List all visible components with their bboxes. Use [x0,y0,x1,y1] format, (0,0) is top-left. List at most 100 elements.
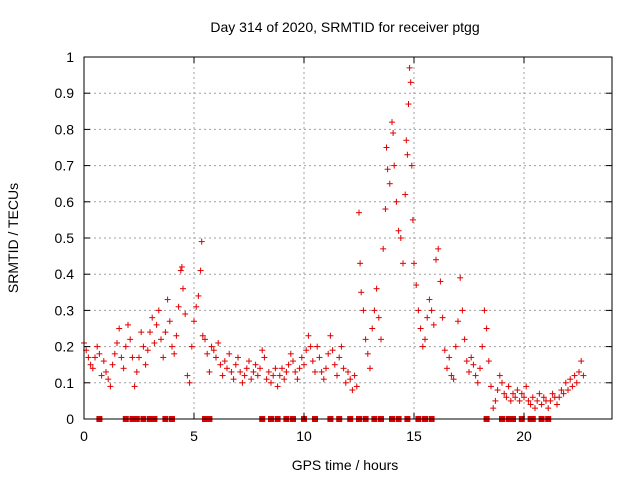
data-point [318,368,325,375]
data-point [116,325,123,332]
data-point [109,361,116,368]
data-point [340,365,347,372]
data-point [105,376,112,383]
data-point [444,365,450,372]
data-point [576,368,582,375]
data-point [314,343,321,350]
x-tick-label: 20 [516,428,532,444]
data-point [386,180,393,187]
data-point [472,372,479,379]
data-point [428,307,435,314]
data-point [206,368,213,375]
data-point [261,354,268,361]
data-point [364,350,371,357]
data-point [481,307,488,314]
data-point [290,358,296,365]
data-point [516,397,523,404]
data-point [538,401,545,408]
data-point [193,303,200,310]
data-point [228,368,235,375]
x-axis-label: GPS time / hours [292,457,399,473]
data-point [490,405,497,412]
data-point [133,368,140,375]
data-point [92,354,98,361]
y-tick-label: 0.2 [55,339,75,355]
data-point [230,376,237,383]
data-point [252,361,259,368]
data-point [407,79,414,86]
data-point [87,361,94,368]
data-point [301,361,307,368]
data-point [430,321,437,328]
chart-title: Day 314 of 2020, SRMTID for receiver ptg… [210,19,479,35]
data-point [345,368,351,375]
data-point [382,206,389,213]
data-point [383,144,390,151]
data-point [406,64,413,71]
data-point [114,339,120,346]
data-point [268,379,274,386]
data-point [501,390,508,397]
data-point [329,347,336,354]
data-point [316,354,323,361]
data-point [362,336,369,343]
data-point [153,321,160,328]
data-point [160,354,167,361]
data-point [419,343,426,350]
data-point [204,350,211,357]
data-point [334,372,340,379]
data-point [276,372,283,379]
data-point [221,358,228,365]
data-point [246,358,252,365]
data-point [409,216,416,223]
data-point [215,339,222,346]
data-point [197,267,204,274]
data-point [571,372,578,379]
data-point [450,376,457,383]
y-tick-label: 0.3 [55,302,75,318]
data-point [565,387,571,394]
y-tick-labels: 0 0.1 0.2 0.3 0.4 0.5 0.6 0.7 0.8 0.9 1 [55,49,75,427]
data-point [270,372,277,379]
data-point [397,235,404,241]
data-point [446,354,453,361]
data-point [463,358,470,365]
data-point [127,336,134,343]
data-point [435,245,442,252]
data-point [191,318,197,325]
data-point [540,394,547,401]
data-point [518,390,525,397]
data-point [580,372,587,379]
data-point [433,256,439,263]
data-point [241,372,248,379]
data-point [496,372,503,379]
y-tick-label: 0.9 [55,85,75,101]
data-point [292,368,299,375]
data-point [525,397,532,404]
data-point [155,307,162,314]
data-point [485,358,492,365]
data-point [439,314,446,321]
data-point [254,372,261,379]
data-point [305,332,312,339]
data-point [424,314,431,321]
data-point [111,350,118,357]
data-point [342,379,349,386]
data-point [477,365,483,372]
y-tick-label: 0.4 [55,266,75,282]
data-point [213,354,219,361]
data-point [391,162,398,169]
x-tick-label: 10 [296,428,312,444]
x-tick-label: 15 [406,428,422,444]
data-point [202,336,208,343]
y-tick-label: 0.7 [55,158,75,174]
data-point [208,343,215,350]
data-point [279,365,285,372]
data-point [503,394,510,401]
data-point [547,397,554,404]
data-point [259,347,266,354]
data-point [378,336,384,343]
data-point [312,368,318,375]
data-point [417,325,424,332]
data-point [184,372,191,379]
